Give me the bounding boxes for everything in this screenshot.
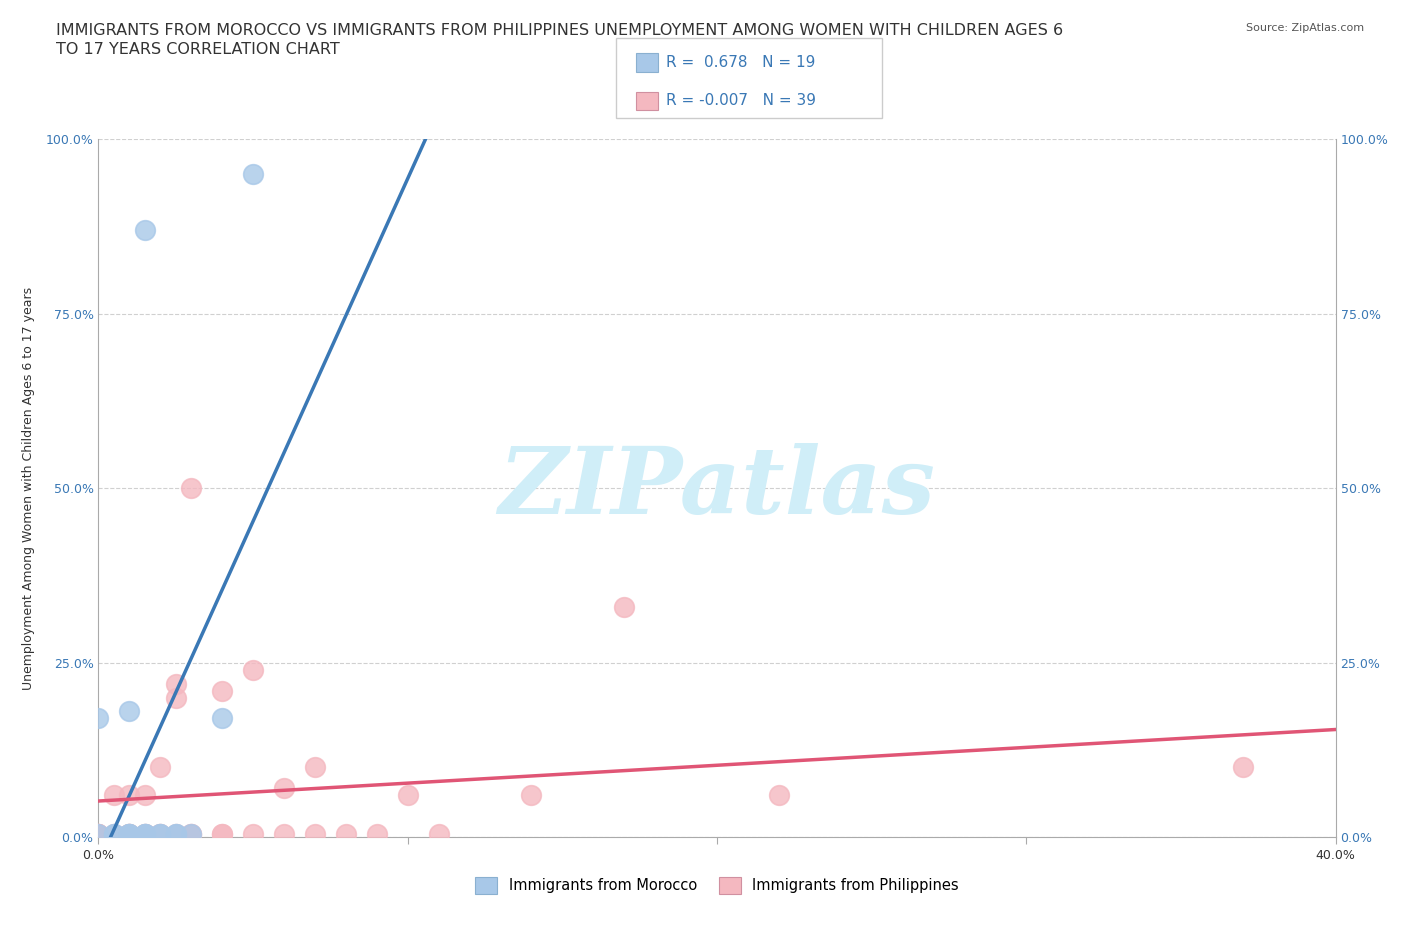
Point bbox=[149, 826, 172, 841]
Point bbox=[103, 788, 125, 803]
Point bbox=[211, 826, 233, 841]
Point bbox=[149, 826, 172, 841]
Point bbox=[335, 826, 357, 841]
Point bbox=[118, 826, 141, 841]
Point bbox=[87, 826, 110, 841]
Point bbox=[118, 826, 141, 841]
Point bbox=[118, 788, 141, 803]
Point bbox=[134, 223, 156, 238]
Point bbox=[87, 711, 110, 725]
Point bbox=[134, 826, 156, 841]
Point bbox=[273, 781, 295, 796]
Point bbox=[87, 826, 110, 841]
Text: ZIPatlas: ZIPatlas bbox=[499, 444, 935, 533]
Point bbox=[165, 826, 187, 841]
Point bbox=[180, 481, 202, 496]
Point bbox=[165, 690, 187, 705]
Text: IMMIGRANTS FROM MOROCCO VS IMMIGRANTS FROM PHILIPPINES UNEMPLOYMENT AMONG WOMEN : IMMIGRANTS FROM MOROCCO VS IMMIGRANTS FR… bbox=[56, 23, 1063, 38]
Point bbox=[165, 676, 187, 691]
Point bbox=[103, 826, 125, 841]
Point bbox=[211, 826, 233, 841]
Point bbox=[1232, 760, 1254, 775]
Point bbox=[134, 826, 156, 841]
Point bbox=[149, 826, 172, 841]
Point bbox=[304, 826, 326, 841]
Text: Source: ZipAtlas.com: Source: ZipAtlas.com bbox=[1246, 23, 1364, 33]
Point bbox=[118, 826, 141, 841]
Point bbox=[180, 826, 202, 841]
Point bbox=[180, 826, 202, 841]
Point bbox=[180, 826, 202, 841]
Point bbox=[118, 826, 141, 841]
Point bbox=[118, 826, 141, 841]
Point bbox=[242, 826, 264, 841]
Point bbox=[134, 826, 156, 841]
Point bbox=[134, 788, 156, 803]
Point bbox=[396, 788, 419, 803]
Point bbox=[165, 826, 187, 841]
Point bbox=[366, 826, 388, 841]
Point bbox=[242, 167, 264, 182]
Point bbox=[304, 760, 326, 775]
Point bbox=[427, 826, 450, 841]
Point bbox=[149, 760, 172, 775]
Text: R =  0.678   N = 19: R = 0.678 N = 19 bbox=[666, 55, 815, 71]
Point bbox=[134, 826, 156, 841]
Point bbox=[118, 826, 141, 841]
Point bbox=[211, 683, 233, 698]
Point bbox=[103, 826, 125, 841]
Point bbox=[87, 826, 110, 841]
Point bbox=[118, 704, 141, 719]
Point bbox=[768, 788, 790, 803]
Y-axis label: Unemployment Among Women with Children Ages 6 to 17 years: Unemployment Among Women with Children A… bbox=[21, 286, 35, 690]
Point bbox=[103, 826, 125, 841]
Text: R = -0.007   N = 39: R = -0.007 N = 39 bbox=[666, 93, 817, 109]
Point bbox=[613, 600, 636, 615]
Point bbox=[211, 711, 233, 725]
Point bbox=[134, 826, 156, 841]
Legend: Immigrants from Morocco, Immigrants from Philippines: Immigrants from Morocco, Immigrants from… bbox=[470, 871, 965, 899]
Text: TO 17 YEARS CORRELATION CHART: TO 17 YEARS CORRELATION CHART bbox=[56, 42, 340, 57]
Point bbox=[149, 826, 172, 841]
Point bbox=[87, 826, 110, 841]
Point bbox=[273, 826, 295, 841]
Point bbox=[242, 662, 264, 677]
Point bbox=[87, 826, 110, 841]
Point bbox=[520, 788, 543, 803]
Point bbox=[165, 826, 187, 841]
